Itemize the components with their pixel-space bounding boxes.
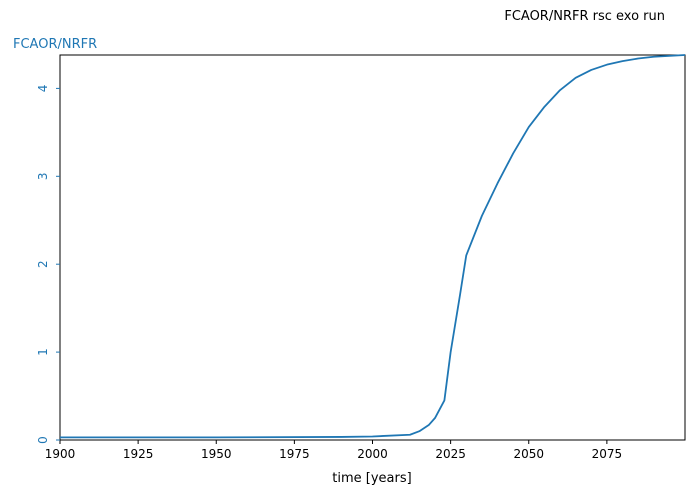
y-axis-label: FCAOR/NRFR <box>13 37 98 52</box>
x-tick-label: 2000 <box>357 447 388 461</box>
x-axis-label: time [years] <box>332 471 411 486</box>
x-axis: 1900 1925 1950 1975 2000 2025 2050 2075 <box>45 440 622 461</box>
y-tick-label: 3 <box>36 172 50 180</box>
series-group <box>60 54 686 439</box>
x-tick-label: 2050 <box>513 447 544 461</box>
y-axis: 0 1 2 3 4 <box>36 85 60 444</box>
x-tick-label: 1950 <box>201 447 232 461</box>
plot-frame <box>59 54 686 441</box>
x-tick-label: 2075 <box>592 447 623 461</box>
y-tick-label: 2 <box>36 260 50 268</box>
x-tick-label: 1925 <box>123 447 154 461</box>
y-tick-label: 1 <box>36 348 50 356</box>
y-tick-label: 4 <box>36 85 50 93</box>
x-tick-label: 2025 <box>435 447 466 461</box>
x-tick-label: 1900 <box>45 447 76 461</box>
series-line <box>60 54 686 439</box>
chart-title: FCAOR/NRFR rsc exo run <box>504 9 665 24</box>
x-tick-label: 1975 <box>279 447 310 461</box>
y-tick-label: 0 <box>36 436 50 444</box>
